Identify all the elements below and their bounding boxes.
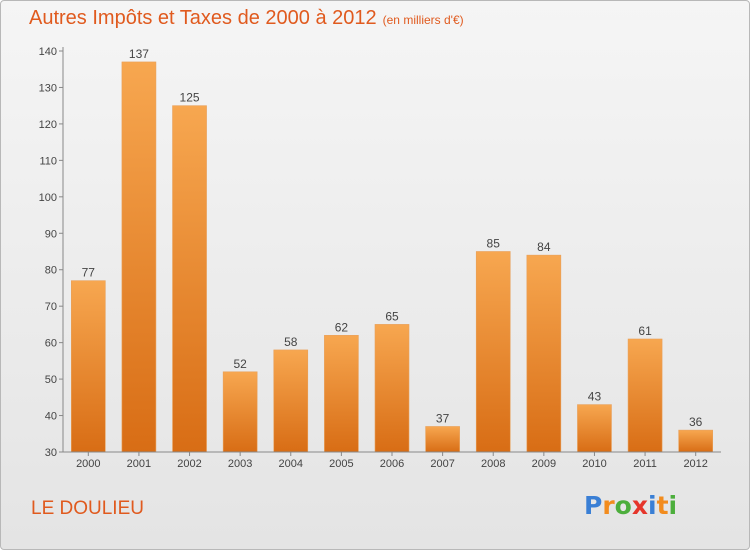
axes-group: 30 40 50 60 70 80 90 100 110 120 130 140 2000 2001 200… bbox=[39, 46, 721, 470]
y-tick-label: 60 bbox=[45, 338, 57, 350]
data-label: 62 bbox=[335, 320, 349, 334]
y-tick-label: 30 bbox=[45, 447, 57, 459]
data-label: 36 bbox=[689, 415, 703, 429]
bar-2000 bbox=[71, 280, 106, 453]
y-tick-label: 70 bbox=[45, 301, 57, 313]
y-tick-label: 50 bbox=[45, 374, 57, 386]
y-tick-label: 140 bbox=[39, 46, 57, 58]
bars-group: 77 137 125 52 58 62 65 37 85 84 43 61 36 bbox=[71, 47, 713, 453]
data-label: 58 bbox=[284, 335, 298, 349]
y-tick-label: 90 bbox=[45, 228, 57, 240]
bar-2005 bbox=[324, 335, 359, 453]
x-tick-label: 2007 bbox=[430, 458, 454, 470]
x-tick-label: 2001 bbox=[127, 458, 151, 470]
logo-letter: i bbox=[668, 491, 678, 520]
chart-title: Autres Impôts et Taxes de 2000 à 2012 (en… bbox=[29, 7, 464, 30]
x-tick-label: 2006 bbox=[380, 458, 404, 470]
logo-letter: o bbox=[614, 491, 632, 520]
x-tick-label: 2000 bbox=[76, 458, 100, 470]
x-tick-label: 2004 bbox=[279, 458, 303, 470]
bar-2012 bbox=[678, 429, 713, 453]
title-text: Autres Impôts et Taxes de 2000 à 2012 bbox=[29, 7, 377, 29]
x-tick-label: 2005 bbox=[329, 458, 353, 470]
data-label: 125 bbox=[180, 91, 200, 105]
bar-2011 bbox=[627, 338, 663, 453]
data-label: 61 bbox=[638, 324, 652, 338]
bar-2006 bbox=[374, 324, 410, 453]
y-tick-label: 130 bbox=[39, 82, 57, 94]
bar-2003 bbox=[222, 371, 258, 453]
x-tick-label: 2008 bbox=[481, 458, 505, 470]
proxiti-logo: Proxiti bbox=[584, 491, 677, 520]
x-tick-label: 2012 bbox=[683, 458, 707, 470]
data-label: 37 bbox=[436, 411, 450, 425]
bar-2010 bbox=[577, 404, 612, 453]
data-label: 137 bbox=[129, 47, 149, 61]
data-label: 65 bbox=[385, 309, 399, 323]
bar-2008 bbox=[475, 251, 511, 453]
y-tick-label: 110 bbox=[39, 155, 57, 167]
data-label: 52 bbox=[233, 357, 247, 371]
x-tick-label: 2009 bbox=[532, 458, 556, 470]
x-tick-label: 2010 bbox=[582, 458, 606, 470]
data-label: 84 bbox=[537, 240, 551, 254]
y-tick-label: 80 bbox=[45, 265, 57, 277]
logo-letter: P bbox=[584, 491, 603, 520]
x-tick-label: 2003 bbox=[228, 458, 252, 470]
bar-2001 bbox=[121, 61, 157, 453]
chart-subtitle: (en milliers d'€) bbox=[382, 13, 464, 27]
logo-letter: i bbox=[648, 491, 657, 520]
logo-letter: t bbox=[656, 491, 669, 520]
bar-2004 bbox=[273, 349, 309, 453]
bar-2009 bbox=[526, 254, 562, 453]
y-tick-label: 100 bbox=[39, 192, 57, 204]
x-tick-label: 2011 bbox=[633, 458, 657, 470]
bar-2002 bbox=[172, 105, 207, 453]
logo-letter: r bbox=[602, 491, 615, 520]
y-tick-label: 120 bbox=[39, 119, 57, 131]
x-tick-label: 2002 bbox=[177, 458, 201, 470]
y-tick-label: 40 bbox=[45, 411, 57, 423]
data-label: 43 bbox=[588, 390, 602, 404]
data-label: 85 bbox=[487, 237, 501, 251]
data-label: 77 bbox=[82, 266, 96, 280]
bar-2007 bbox=[425, 426, 460, 453]
logo-letter: x bbox=[631, 491, 648, 520]
location-name: LE DOULIEU bbox=[31, 498, 144, 519]
